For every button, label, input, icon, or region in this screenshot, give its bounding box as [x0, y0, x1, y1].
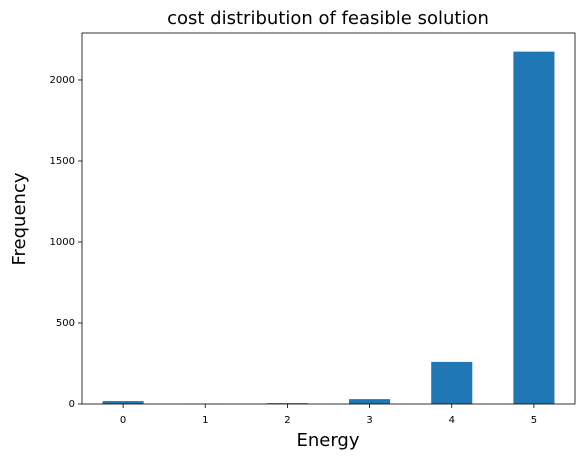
bar [513, 51, 555, 404]
x-tick-label: 1 [202, 415, 208, 426]
x-tick-label: 3 [366, 415, 372, 426]
bar [349, 399, 391, 404]
chart-title: cost distribution of feasible solution [167, 8, 489, 29]
x-axis-label: Energy [296, 430, 359, 451]
bar [266, 403, 308, 404]
x-tick-label: 0 [120, 415, 126, 426]
y-tick-label: 500 [56, 318, 75, 329]
x-tick-label: 4 [449, 415, 455, 426]
y-tick-label: 1000 [50, 237, 75, 248]
bar [431, 361, 473, 404]
x-tick-label: 5 [531, 415, 537, 426]
y-tick-label: 0 [69, 399, 75, 410]
y-tick-label: 2000 [50, 75, 75, 86]
bar [102, 401, 144, 404]
y-tick-label: 1500 [50, 156, 75, 167]
x-tick-label: 2 [284, 415, 290, 426]
y-axis-label: Frequency [9, 172, 30, 265]
axes-frame [81, 32, 576, 405]
